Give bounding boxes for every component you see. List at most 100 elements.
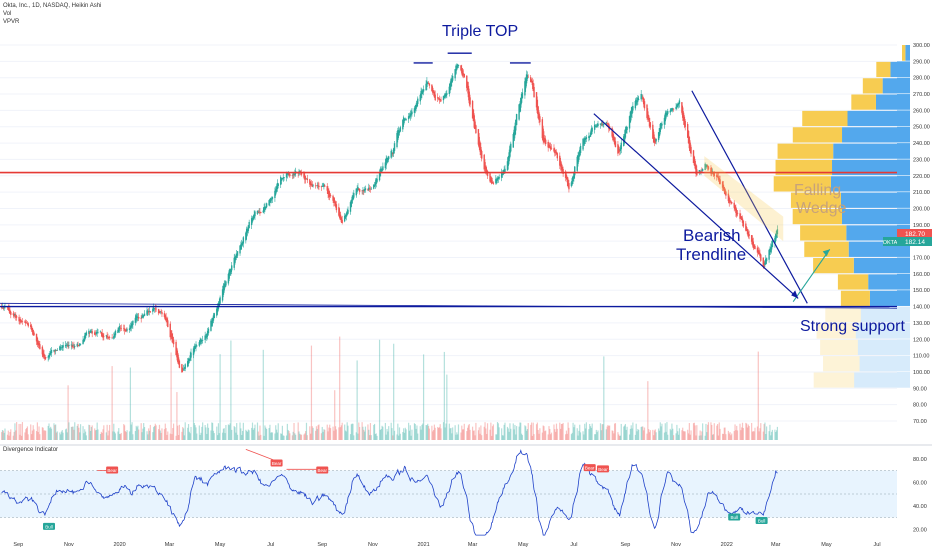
candle-body <box>7 307 10 310</box>
candle-body <box>756 247 759 253</box>
volume-bar <box>478 427 480 440</box>
volume-bar <box>420 429 422 440</box>
wedge-upper-line <box>691 90 808 304</box>
candle-body <box>538 112 540 121</box>
volume-bar <box>399 433 401 440</box>
candle-body <box>250 218 253 226</box>
volume-bar <box>643 427 646 440</box>
vp-bin-up <box>905 45 910 61</box>
candle-body <box>502 173 505 175</box>
candle-body <box>706 165 709 168</box>
candle-body <box>76 343 78 347</box>
vp-bin-up <box>860 306 910 323</box>
vp-bin-up <box>882 77 910 94</box>
volume-bar <box>216 426 218 440</box>
candle-body <box>582 138 584 150</box>
price-tick-label: 90.00 <box>913 386 927 392</box>
candle-body <box>564 171 567 178</box>
volume-bar <box>653 430 656 440</box>
volume-bar <box>210 430 212 440</box>
volume-bar <box>31 430 33 440</box>
candle-body <box>131 323 133 327</box>
volume-bar <box>207 427 210 440</box>
candle-body <box>2 306 5 309</box>
candle-body <box>602 124 604 126</box>
candle-body <box>747 231 750 237</box>
volume-bar <box>56 431 58 440</box>
candle-body <box>380 169 382 173</box>
candle-body <box>481 150 483 159</box>
volume-bar <box>373 424 375 440</box>
candle-body <box>491 181 494 184</box>
volume-bar <box>460 432 462 440</box>
candle-body <box>669 110 671 113</box>
symbol-line: Okta, Inc., 1D, NASDAQ, Heikin Ashi <box>3 3 102 9</box>
candle-body <box>56 350 59 351</box>
volume-bar <box>89 430 92 440</box>
volume-bar <box>411 429 413 440</box>
volume-bar <box>723 427 725 440</box>
volume-bar <box>135 425 137 440</box>
volume-bar <box>54 425 56 440</box>
vp-bin-down <box>820 339 858 356</box>
candle-body <box>541 119 544 139</box>
candle-body <box>161 312 163 315</box>
candle-body <box>310 183 313 185</box>
volume-bar <box>293 423 295 440</box>
candle-body <box>85 332 88 336</box>
candle-body <box>294 172 296 175</box>
volume-bar <box>317 425 319 440</box>
candle-body <box>704 163 706 171</box>
candle-body <box>456 64 459 68</box>
volume-bar <box>619 435 622 440</box>
volume-bar <box>231 429 233 440</box>
candle-body <box>427 83 430 84</box>
volume-bar <box>184 422 186 440</box>
volume-bar <box>143 423 145 440</box>
candle-body <box>530 77 532 83</box>
candle-body <box>590 128 593 135</box>
candle-body <box>672 108 675 110</box>
volume-bar <box>572 422 574 440</box>
volume-bar <box>553 424 555 440</box>
candle-body <box>717 176 720 180</box>
volume-bar <box>388 426 390 440</box>
candle-body <box>687 124 689 138</box>
candle-body <box>344 214 347 219</box>
volume-bar <box>636 431 638 440</box>
volume-bar <box>335 429 337 440</box>
volume-bar <box>13 431 15 440</box>
volume-bar <box>49 428 51 440</box>
volume-bar <box>321 426 323 440</box>
vp-bin-up <box>868 273 910 290</box>
candle-body <box>750 235 753 242</box>
candle-body <box>700 170 702 172</box>
candle-body <box>472 109 475 121</box>
volume-bar <box>491 435 493 440</box>
volume-bar <box>3 432 5 440</box>
candle-body <box>733 202 735 208</box>
candle-body <box>641 96 643 98</box>
volume-bar <box>502 435 504 440</box>
candle-body <box>270 199 273 200</box>
vp-bin-down <box>792 208 842 225</box>
volume-bar <box>539 428 541 440</box>
volume-bar <box>457 434 459 440</box>
candle-body <box>652 124 654 139</box>
volume-bar <box>555 431 557 440</box>
volume-bar <box>425 425 427 440</box>
candle-body <box>676 104 678 108</box>
price-tick-label: 110.00 <box>913 354 929 360</box>
candle-body <box>74 345 76 347</box>
candle-body <box>746 229 749 235</box>
volume-bar <box>24 432 26 440</box>
volume-bar <box>491 426 494 440</box>
candle-body <box>228 270 230 279</box>
candle-body <box>753 244 755 248</box>
candle-body <box>8 308 10 312</box>
volume-bar <box>55 424 57 440</box>
candle-body <box>414 107 416 111</box>
candle-body <box>559 160 562 167</box>
candle-body <box>658 128 661 137</box>
